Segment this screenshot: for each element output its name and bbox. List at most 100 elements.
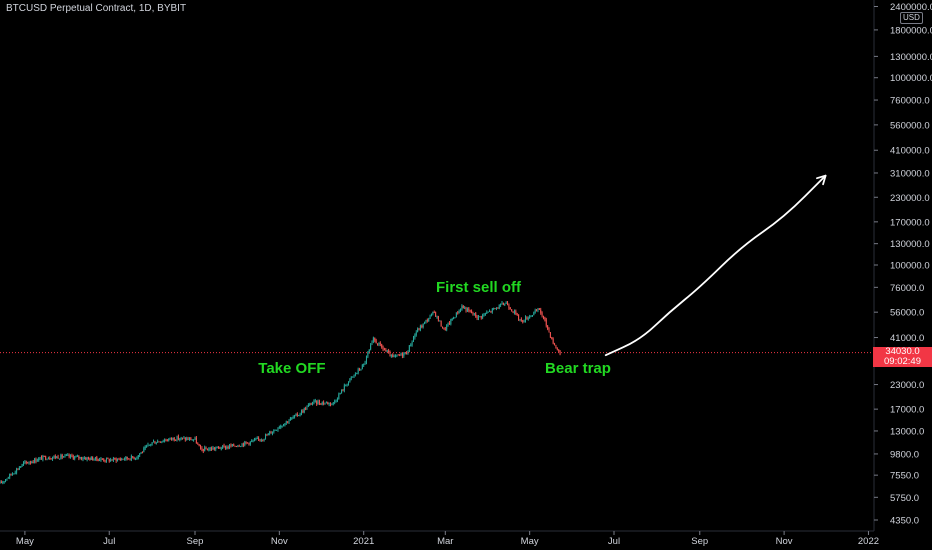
- candle: [71, 453, 73, 458]
- candle: [6, 478, 8, 481]
- candle: [179, 437, 181, 442]
- candle: [274, 429, 276, 431]
- candle: [462, 305, 464, 309]
- candle: [23, 461, 25, 466]
- time-tick-label: Mar: [437, 536, 453, 547]
- candle: [507, 301, 509, 306]
- candle: [318, 399, 320, 406]
- candle: [110, 457, 112, 462]
- candle: [164, 438, 166, 443]
- candle: [537, 307, 539, 313]
- candle: [515, 309, 517, 316]
- candle: [536, 308, 538, 312]
- candle: [260, 438, 262, 442]
- candle: [454, 317, 456, 319]
- candle: [121, 457, 123, 461]
- candle: [108, 458, 110, 463]
- candle: [411, 340, 413, 347]
- candle: [248, 442, 250, 446]
- candle: [545, 317, 547, 328]
- candle: [7, 476, 9, 479]
- candle: [53, 455, 55, 459]
- candle: [10, 473, 12, 476]
- candle: [208, 447, 210, 452]
- candle: [469, 309, 471, 313]
- candle: [501, 300, 503, 305]
- candle: [60, 453, 62, 460]
- candle: [395, 354, 397, 358]
- candle: [129, 458, 131, 461]
- candle: [541, 311, 543, 318]
- currency-badge[interactable]: USD: [900, 12, 923, 24]
- candle: [74, 455, 76, 461]
- price-tick-label: 17000.0: [890, 405, 924, 416]
- candle: [136, 456, 138, 460]
- candle: [262, 439, 264, 442]
- candle: [443, 327, 445, 330]
- candle: [67, 453, 69, 456]
- candle: [227, 445, 229, 450]
- candle: [518, 314, 520, 321]
- candle: [473, 313, 475, 316]
- candle: [122, 458, 124, 460]
- candle: [253, 437, 255, 442]
- candle: [422, 323, 424, 329]
- candle: [451, 317, 453, 321]
- candle: [294, 414, 296, 419]
- candle: [52, 456, 54, 461]
- candle: [523, 319, 525, 323]
- candle: [50, 457, 52, 460]
- candle: [150, 443, 152, 447]
- candle: [325, 401, 327, 404]
- candle: [216, 446, 218, 449]
- candle: [153, 439, 155, 443]
- candle: [414, 333, 416, 340]
- candle: [472, 311, 474, 316]
- candle: [61, 453, 63, 460]
- candle: [296, 412, 298, 417]
- candle: [291, 417, 293, 421]
- candle: [240, 445, 242, 448]
- candle: [487, 311, 489, 313]
- candle: [372, 336, 374, 344]
- candle: [117, 458, 119, 462]
- candle: [139, 453, 141, 458]
- candle: [316, 400, 318, 406]
- price-tick-label: 1300000.0: [890, 52, 932, 63]
- candle: [14, 470, 16, 475]
- time-axis[interactable]: May Jul Sep Nov 2021 Mar May Jul Sep Nov 2022: [16, 531, 879, 547]
- candle: [425, 319, 427, 324]
- candle: [321, 401, 323, 406]
- candle: [34, 457, 36, 464]
- candle: [0, 480, 2, 484]
- candle: [401, 352, 403, 359]
- candle: [222, 445, 224, 450]
- candle: [436, 315, 438, 319]
- projection-arrow-line: [604, 174, 827, 357]
- candle: [234, 445, 236, 448]
- candle: [38, 457, 40, 462]
- candle: [307, 403, 309, 408]
- candle: [347, 381, 349, 386]
- price-tick-label: 310000.0: [890, 168, 930, 179]
- candle: [18, 466, 20, 471]
- candle: [435, 311, 437, 317]
- candle: [112, 456, 114, 463]
- candle: [32, 459, 34, 464]
- candle: [83, 456, 85, 460]
- candle: [183, 436, 185, 439]
- price-axis[interactable]: 2400000.0 1800000.0 1300000.0 1000000.0 7600…: [874, 2, 932, 527]
- candle: [36, 458, 38, 462]
- candle: [82, 456, 84, 462]
- candle: [151, 441, 153, 446]
- candle: [39, 456, 41, 460]
- current-price-tag: 34030.0 09:02:49: [873, 345, 932, 367]
- current-price-label: 34030.0: [885, 345, 920, 357]
- time-tick-label: May: [521, 536, 539, 547]
- price-tick-label: 23000.0: [890, 380, 924, 391]
- candle: [292, 415, 294, 419]
- candle: [328, 402, 330, 407]
- candle: [278, 425, 280, 429]
- time-tick-label: Jul: [103, 536, 115, 547]
